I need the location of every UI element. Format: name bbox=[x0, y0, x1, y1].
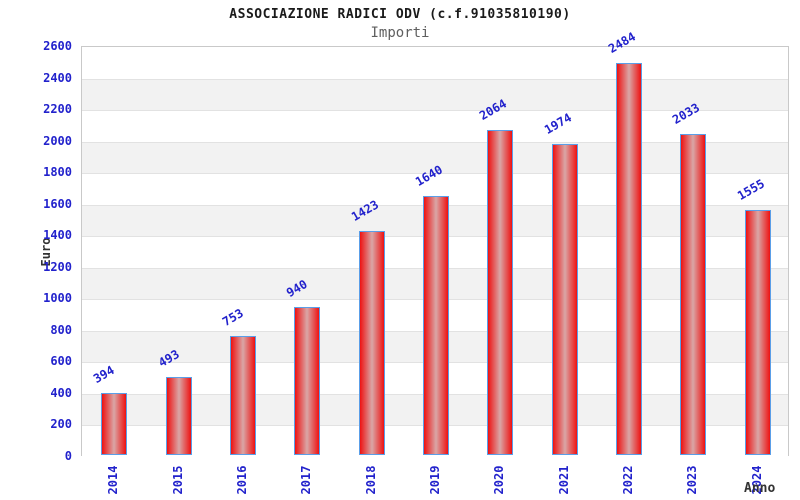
x-axis-ticks: 2014 2015 2016 2017 2018 2019 2020 2021 2022 2023… bbox=[0, 456, 800, 500]
plot-band bbox=[82, 78, 788, 111]
y-tick-label: 800 bbox=[50, 322, 72, 337]
gridline bbox=[82, 141, 788, 143]
bar bbox=[744, 209, 771, 455]
y-tick-label: 2000 bbox=[43, 133, 72, 148]
gridline bbox=[82, 173, 788, 175]
y-tick-label: 400 bbox=[50, 385, 72, 400]
x-tick-label: 2020 bbox=[492, 465, 507, 495]
x-axis-title: Anno bbox=[744, 481, 776, 496]
y-tick-label: 2600 bbox=[43, 39, 72, 53]
x-tick-label: 2015 bbox=[170, 465, 185, 495]
y-tick-label: 200 bbox=[50, 417, 72, 432]
y-tick-label: 2400 bbox=[43, 70, 72, 85]
plot-band bbox=[82, 141, 788, 174]
bar bbox=[294, 306, 321, 455]
x-tick-label: 2023 bbox=[685, 465, 700, 495]
bar bbox=[680, 134, 707, 455]
y-tick-label: 1000 bbox=[43, 291, 72, 306]
chart-title: ASSOCIAZIONE RADICI ODV (c.f.91035810190… bbox=[229, 7, 571, 22]
plot-band bbox=[82, 47, 788, 79]
bar bbox=[616, 63, 643, 455]
plot-area: 394 493 753 940 1423 1640 2064 1974 2484 2033 1555 bbox=[81, 30, 789, 457]
x-tick-label: 2016 bbox=[234, 465, 249, 495]
x-tick-label: 2017 bbox=[299, 465, 314, 495]
x-tick-label: 2021 bbox=[556, 465, 571, 495]
bar bbox=[551, 143, 578, 455]
x-tick-label: 2018 bbox=[363, 465, 378, 495]
y-tick-label: 1200 bbox=[43, 259, 72, 274]
x-tick-label: 2019 bbox=[428, 465, 442, 495]
y-tick-label: 1600 bbox=[43, 196, 72, 211]
y-tick-label: 600 bbox=[50, 354, 72, 369]
bar bbox=[101, 392, 128, 455]
y-tick-label: 2200 bbox=[43, 102, 72, 117]
bar bbox=[229, 336, 256, 455]
y-tick-label: 1400 bbox=[43, 228, 72, 243]
bar bbox=[165, 377, 192, 455]
chart-subtitle: Importi bbox=[370, 25, 430, 41]
gridline bbox=[82, 110, 788, 112]
bar bbox=[487, 129, 514, 455]
x-tick-label: 2022 bbox=[621, 465, 636, 495]
y-tick-label: 1800 bbox=[43, 165, 72, 180]
y-tick-label: 0 bbox=[64, 449, 72, 463]
bar bbox=[423, 196, 449, 455]
bar bbox=[358, 230, 385, 455]
plot-band bbox=[82, 110, 788, 142]
y-axis-ticks: 0 200 400 600 800 1000 1200 1400 1600 1800 2000 220… bbox=[0, 39, 72, 463]
gridline bbox=[82, 78, 788, 80]
x-tick-label: 2014 bbox=[106, 465, 121, 495]
